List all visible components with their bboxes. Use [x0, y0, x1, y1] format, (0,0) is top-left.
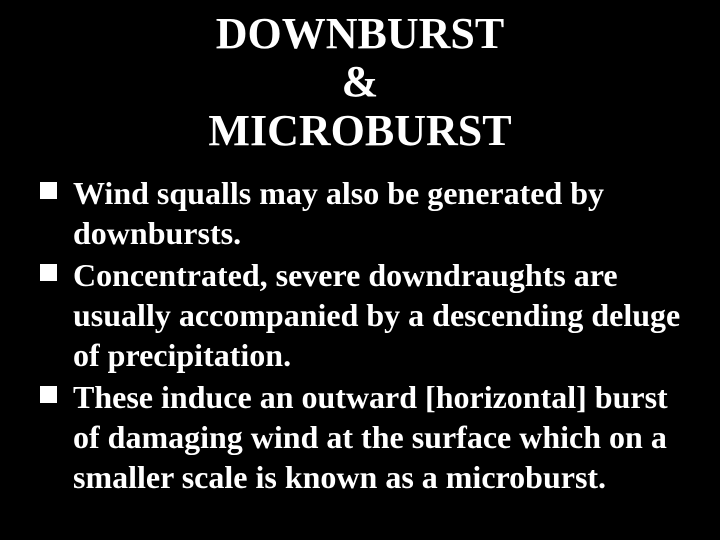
list-item: Wind squalls may also be generated by do… — [40, 173, 690, 253]
bullet-text: Concentrated, severe downdraughts are us… — [73, 255, 690, 375]
list-item: These induce an outward [horizontal] bur… — [40, 377, 690, 497]
slide: DOWNBURST & MICROBURST Wind squalls may … — [0, 0, 720, 540]
slide-title: DOWNBURST & MICROBURST — [30, 10, 690, 155]
square-bullet-icon — [40, 182, 57, 199]
title-line-3: MICROBURST — [30, 107, 690, 155]
bullet-list: Wind squalls may also be generated by do… — [30, 173, 690, 497]
title-line-1: DOWNBURST — [30, 10, 690, 58]
square-bullet-icon — [40, 264, 57, 281]
bullet-text: Wind squalls may also be generated by do… — [73, 173, 690, 253]
bullet-text: These induce an outward [horizontal] bur… — [73, 377, 690, 497]
square-bullet-icon — [40, 386, 57, 403]
title-line-2: & — [30, 58, 690, 106]
list-item: Concentrated, severe downdraughts are us… — [40, 255, 690, 375]
